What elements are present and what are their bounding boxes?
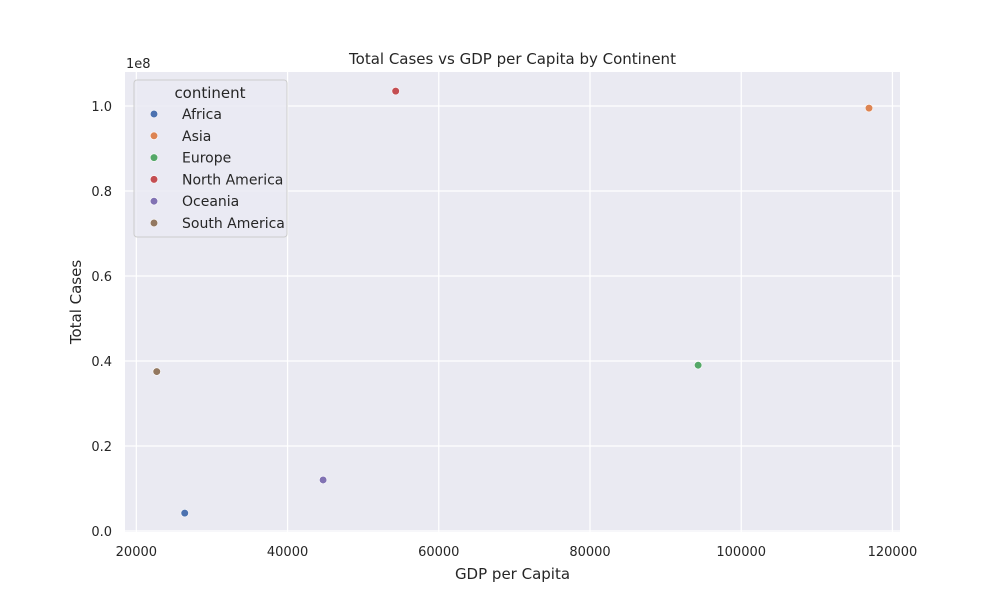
- x-tick-label: 100000: [716, 545, 766, 560]
- data-point: [391, 87, 400, 96]
- legend: continent Africa Asia Europe North America O…: [133, 79, 288, 238]
- chart-title: Total Cases vs GDP per Capita by Contine…: [348, 50, 676, 68]
- legend-marker: [149, 175, 159, 184]
- data-point: [318, 475, 328, 485]
- legend-title: continent: [174, 84, 245, 102]
- legend-label: Europe: [182, 151, 231, 167]
- legend-marker: [149, 197, 159, 206]
- legend-marker: [149, 218, 159, 228]
- y-tick-label: 0.0: [91, 525, 112, 540]
- x-tick-label: 80000: [569, 545, 610, 560]
- data-points: [152, 87, 874, 518]
- x-tick-label: 20000: [116, 545, 157, 560]
- legend-marker: [149, 131, 159, 140]
- data-point: [152, 367, 161, 376]
- x-tick-label: 60000: [418, 545, 459, 560]
- y-tick-label: 0.4: [91, 355, 112, 370]
- y-tick-label: 0.6: [91, 270, 112, 285]
- legend-label: Oceania: [182, 194, 239, 210]
- data-point: [180, 508, 189, 518]
- legend-marker: [149, 153, 159, 162]
- legend-box: [133, 79, 288, 238]
- x-tick-labels: 20000 40000 60000 80000 100000 120000: [116, 545, 918, 560]
- y-offset-label: 1e8: [126, 57, 151, 72]
- legend-marker: [149, 109, 159, 119]
- x-tick-label: 40000: [267, 545, 308, 560]
- y-axis-label: Total Cases: [67, 260, 85, 346]
- y-tick-labels: 0.0 0.2 0.4 0.6 0.8 1.0: [91, 100, 112, 540]
- legend-label: Asia: [182, 129, 211, 145]
- legend-label: South America: [182, 216, 285, 232]
- y-tick-label: 1.0: [91, 100, 112, 115]
- grid: [125, 72, 900, 532]
- data-point: [864, 104, 874, 113]
- x-axis-label: GDP per Capita: [455, 565, 570, 583]
- legend-label: North America: [182, 172, 283, 188]
- y-tick-label: 0.2: [91, 440, 112, 455]
- y-tick-label: 0.8: [91, 185, 112, 200]
- legend-items: Africa Asia Europe North America Oceania Sout…: [149, 107, 285, 232]
- x-tick-label: 120000: [868, 545, 918, 560]
- legend-label: Africa: [182, 107, 222, 123]
- data-point: [694, 361, 703, 370]
